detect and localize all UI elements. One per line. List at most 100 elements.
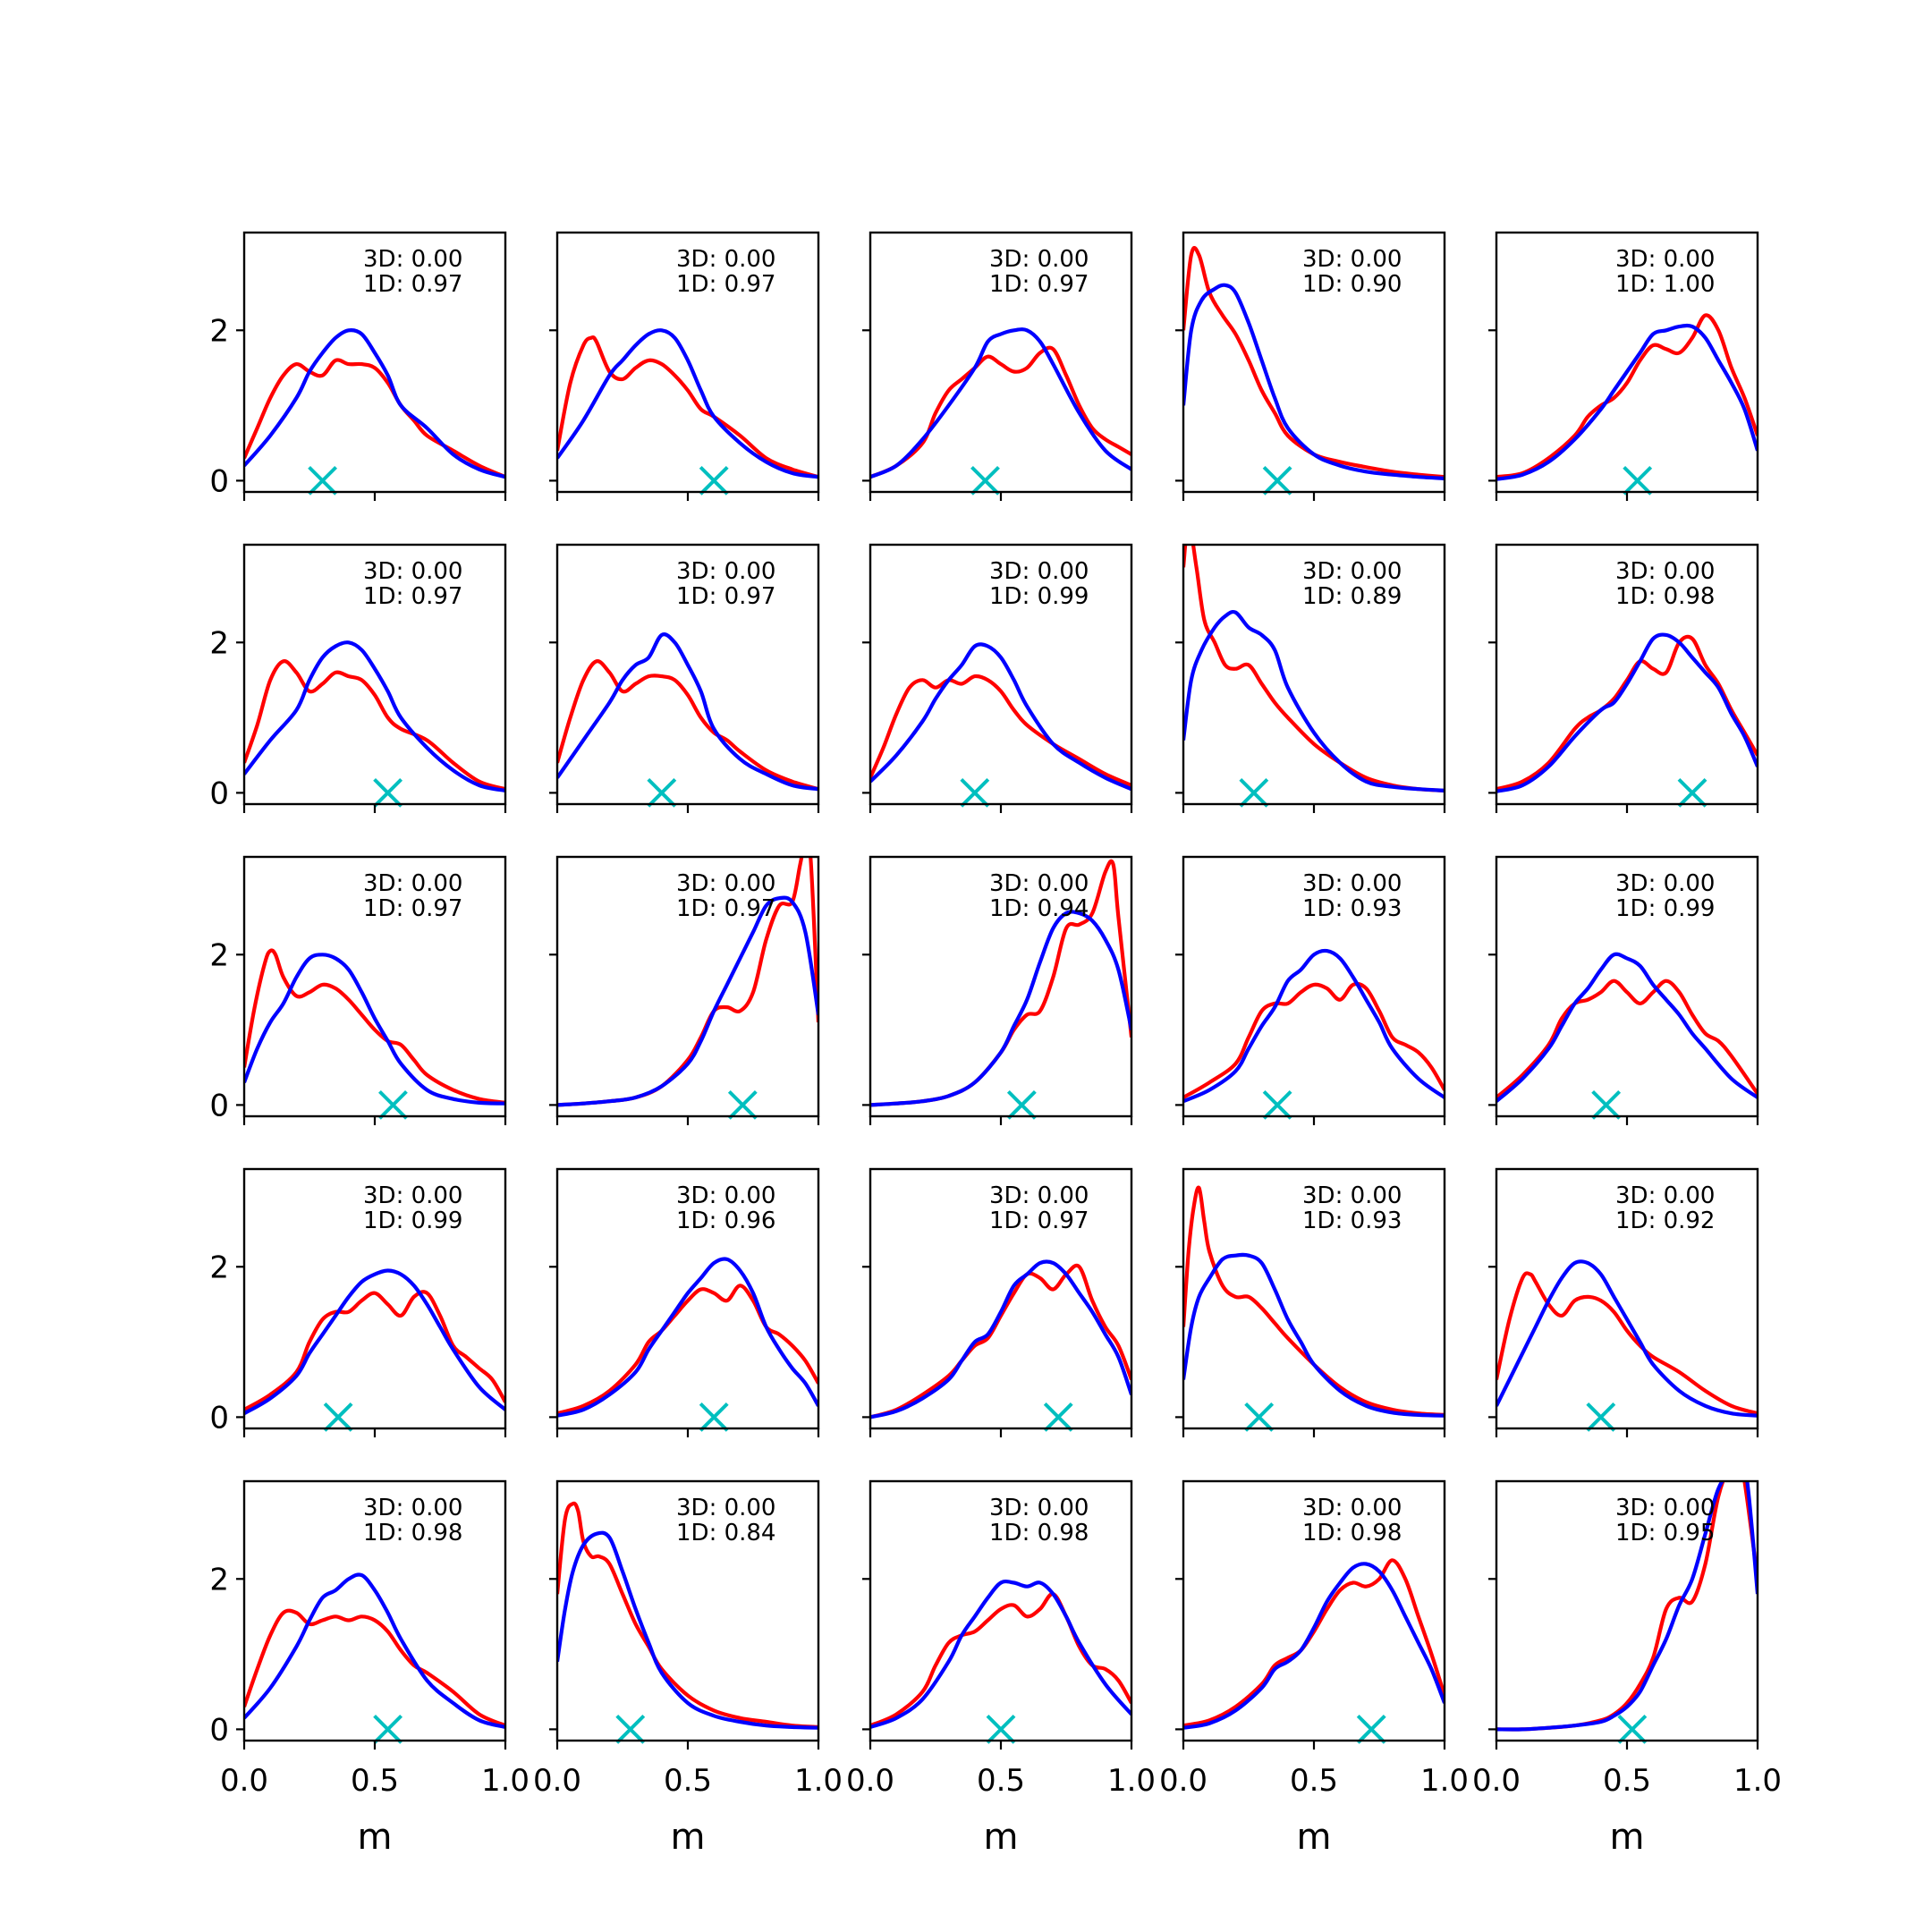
panel-annotation: 3D: 0.00 bbox=[676, 246, 775, 273]
x-tick-label: 1.0 bbox=[1420, 1763, 1469, 1799]
panel-annotation: 1D: 0.93 bbox=[1302, 895, 1402, 922]
series-red-line bbox=[1183, 1185, 1445, 1417]
x-marker-stroke bbox=[1591, 1089, 1622, 1120]
x-axis-label: m bbox=[1610, 1817, 1645, 1858]
panel-annotation: 3D: 0.00 bbox=[989, 1182, 1089, 1209]
x-marker bbox=[1239, 777, 1269, 808]
panel-annotation: 3D: 0.00 bbox=[1615, 246, 1715, 273]
x-marker bbox=[1677, 777, 1707, 808]
x-marker bbox=[1262, 465, 1292, 496]
panel-annotation: 3D: 0.00 bbox=[989, 1495, 1089, 1521]
x-marker bbox=[699, 465, 729, 496]
x-marker bbox=[1623, 465, 1653, 496]
x-marker bbox=[1006, 1089, 1037, 1120]
x-marker bbox=[615, 1714, 646, 1744]
x-marker-stroke bbox=[1006, 1089, 1037, 1120]
x-marker-stroke bbox=[1677, 777, 1707, 808]
y-tick-label: 0 bbox=[209, 1400, 229, 1436]
panel-annotation: 1D: 0.99 bbox=[1615, 895, 1715, 922]
panel-annotation: 3D: 0.00 bbox=[1615, 870, 1715, 897]
x-marker bbox=[699, 1402, 729, 1432]
panel-annotation: 1D: 0.93 bbox=[1302, 1208, 1402, 1234]
x-marker-stroke bbox=[727, 1089, 758, 1120]
x-marker bbox=[378, 1089, 408, 1120]
x-marker bbox=[1043, 1402, 1073, 1432]
series-blue-line bbox=[1496, 1259, 1758, 1418]
y-tick-label: 0 bbox=[209, 1712, 229, 1748]
x-marker bbox=[1356, 1714, 1386, 1744]
x-marker-stroke bbox=[699, 465, 729, 496]
panel-annotation: 3D: 0.00 bbox=[1302, 870, 1402, 897]
series-blue-line bbox=[244, 327, 505, 479]
series-blue-line bbox=[1496, 632, 1758, 793]
x-tick-label: 0.5 bbox=[977, 1763, 1025, 1799]
series-blue-line bbox=[1496, 323, 1758, 481]
x-tick-label: 0.0 bbox=[846, 1763, 894, 1799]
series-red-line bbox=[870, 345, 1131, 479]
x-marker-stroke bbox=[647, 777, 677, 808]
panel-annotation: 1D: 0.97 bbox=[363, 271, 462, 298]
x-marker-stroke bbox=[373, 1714, 403, 1744]
x-marker-stroke bbox=[308, 465, 338, 496]
panel-annotation: 1D: 0.95 bbox=[1615, 1520, 1715, 1546]
panel-annotation: 3D: 0.00 bbox=[1615, 1182, 1715, 1209]
panel-annotation: 3D: 0.00 bbox=[363, 1495, 462, 1521]
x-marker-stroke bbox=[1623, 465, 1653, 496]
series-blue-line bbox=[870, 327, 1131, 479]
x-tick-label: 0.5 bbox=[351, 1763, 399, 1799]
x-marker-stroke bbox=[1043, 1402, 1073, 1432]
series-blue-line bbox=[244, 640, 505, 792]
series-red-line bbox=[1496, 634, 1758, 792]
series-blue-line bbox=[870, 910, 1131, 1107]
series-red-line bbox=[1496, 313, 1758, 479]
x-marker-stroke bbox=[1586, 1402, 1616, 1432]
x-tick-label: 0.0 bbox=[533, 1763, 581, 1799]
x-tick-label: 1.0 bbox=[1107, 1763, 1156, 1799]
series-red-line bbox=[557, 1501, 818, 1729]
panel-annotation: 3D: 0.00 bbox=[1302, 1182, 1402, 1209]
panel-annotation: 1D: 0.98 bbox=[1615, 583, 1715, 610]
panel-annotation: 3D: 0.00 bbox=[363, 1182, 462, 1209]
series-red-line bbox=[1496, 1271, 1758, 1416]
x-marker-stroke bbox=[960, 777, 990, 808]
series-red-line bbox=[870, 1263, 1131, 1419]
panel-annotation: 3D: 0.00 bbox=[989, 870, 1089, 897]
series-blue-line bbox=[557, 1257, 818, 1418]
panel-annotation: 1D: 0.97 bbox=[989, 1208, 1089, 1234]
panel-annotation: 1D: 0.94 bbox=[989, 895, 1089, 922]
y-tick-label: 2 bbox=[209, 625, 229, 661]
series-blue-line bbox=[1183, 1252, 1445, 1418]
panel-annotation: 1D: 0.98 bbox=[1302, 1520, 1402, 1546]
x-axis-label: m bbox=[358, 1817, 393, 1858]
series-blue-line bbox=[1183, 948, 1445, 1104]
x-marker bbox=[373, 777, 403, 808]
x-marker bbox=[1586, 1402, 1616, 1432]
x-tick-label: 1.0 bbox=[481, 1763, 530, 1799]
panel-annotation: 3D: 0.00 bbox=[1302, 1495, 1402, 1521]
x-marker-stroke bbox=[378, 1089, 408, 1120]
series-red-line bbox=[557, 335, 818, 479]
x-marker bbox=[647, 777, 677, 808]
panel-annotation: 3D: 0.00 bbox=[1615, 558, 1715, 585]
panel-annotation: 1D: 1.00 bbox=[1615, 271, 1715, 298]
panel-annotation: 1D: 0.90 bbox=[1302, 271, 1402, 298]
panel-annotation: 3D: 0.00 bbox=[1302, 246, 1402, 273]
series-blue-line bbox=[1183, 609, 1445, 792]
series-blue-line bbox=[1496, 1481, 1758, 1732]
